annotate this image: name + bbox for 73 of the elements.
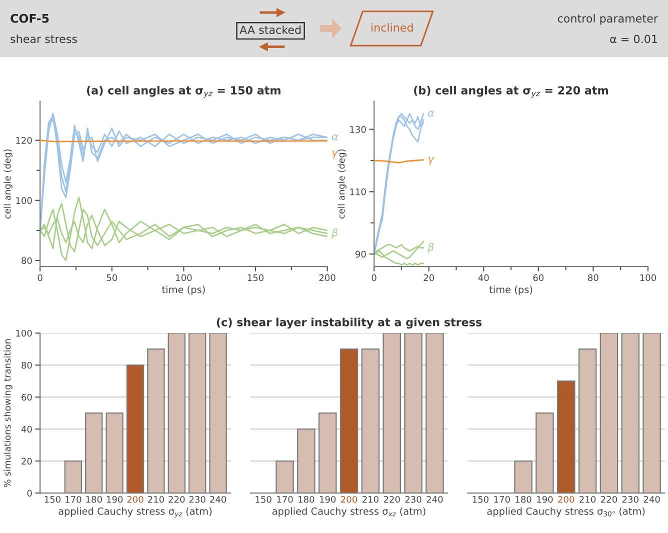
x-tick-label: 200	[127, 496, 144, 503]
y-tick-label: 60	[22, 394, 32, 401]
y-tick-label: 90	[356, 250, 366, 258]
x-tick-label: 210	[362, 496, 378, 503]
y-tick-label: 80	[22, 257, 32, 264]
x-tick-label: 100	[176, 274, 192, 282]
text: COF-5	[10, 14, 49, 23]
x-tick-label: 150	[248, 274, 264, 282]
x-tick-label: 150	[472, 496, 488, 503]
y-axis-title: % simulations showing transition	[4, 339, 12, 488]
y-tick-label: 100	[16, 330, 32, 337]
text: shear stress	[10, 34, 77, 44]
x-tick-label: 170	[277, 496, 293, 503]
x-tick-label: 170	[66, 496, 82, 503]
x-tick-label: 210	[148, 496, 164, 503]
text: control parameter	[558, 14, 658, 25]
text: inclined	[371, 23, 413, 32]
y-tick-label: 40	[21, 426, 32, 433]
x-axis-title: time (ps)	[489, 286, 532, 296]
series-label: γ	[428, 157, 434, 165]
x-tick-label: 200	[341, 496, 358, 503]
x-tick-label: 220	[384, 496, 400, 503]
x-axis-title: applied Cauchy stress σ$_{yz}$ (atm)	[58, 507, 212, 518]
text: α = 0.01	[610, 34, 657, 44]
y-tick-label: 110	[350, 188, 366, 196]
y-axis-title: cell angle (deg)	[4, 149, 12, 219]
x-tick-label: 40	[478, 274, 489, 282]
x-tick-label: 200	[558, 496, 574, 503]
x-tick-label: 190	[537, 496, 553, 503]
x-tick-label: 180	[298, 496, 314, 503]
y-tick-label: 80	[22, 362, 32, 369]
x-tick-label: 80	[588, 274, 598, 282]
x-tick-label: 60	[533, 274, 544, 282]
series-label: β	[331, 228, 338, 239]
series-label: γ	[332, 150, 338, 158]
x-axis-title: time (ps)	[162, 286, 205, 296]
x-tick-label: 170	[494, 496, 510, 503]
x-tick-label: 0	[372, 274, 376, 282]
x-tick-label: 20	[424, 274, 434, 282]
x-tick-label: 230	[189, 496, 206, 503]
y-tick-label: 120	[16, 137, 32, 144]
x-tick-label: 200	[319, 274, 336, 282]
text: AA stacked	[240, 25, 301, 34]
x-tick-label: 100	[640, 274, 656, 282]
x-tick-label: 210	[580, 496, 596, 503]
x-tick-label: 180	[86, 496, 102, 503]
y-tick-label: 20	[22, 458, 32, 465]
y-axis-title: cell angle (deg)	[338, 149, 346, 219]
y-tick-label: 130	[350, 126, 366, 133]
series-label: α	[428, 110, 434, 117]
x-tick-label: 190	[320, 496, 336, 503]
x-tick-label: 0	[38, 274, 42, 282]
x-tick-label: 240	[210, 496, 226, 503]
chart-title: (a) cell angles at σ$_{yz}$ = 150 atm	[86, 86, 280, 98]
x-tick-label: 230	[622, 496, 638, 503]
x-tick-label: 180	[516, 496, 532, 503]
x-tick-label: 230	[405, 496, 422, 503]
y-tick-label: 100	[16, 197, 32, 204]
series-label: β	[428, 242, 434, 253]
x-tick-label: 220	[168, 496, 185, 503]
chart-title: (c) shear layer instability at a given stress	[216, 318, 482, 329]
x-tick-label: 240	[426, 496, 443, 503]
series-label: α	[332, 134, 338, 140]
x-axis-title: applied Cauchy stress σ$_{30°}$ (atm)	[487, 507, 645, 517]
x-tick-label: 240	[644, 496, 660, 503]
chart-title: (b) cell angles at σ$_{yz}$ = 220 atm	[414, 86, 608, 98]
x-tick-label: 220	[601, 496, 617, 503]
y-tick-label: 0	[27, 490, 32, 497]
x-tick-label: 190	[106, 496, 123, 503]
x-tick-label: 150	[256, 496, 272, 503]
x-axis-title: applied Cauchy stress σ$_{xz}$ (atm)	[272, 507, 426, 517]
x-tick-label: 150	[44, 496, 61, 503]
x-tick-label: 50	[106, 274, 118, 282]
